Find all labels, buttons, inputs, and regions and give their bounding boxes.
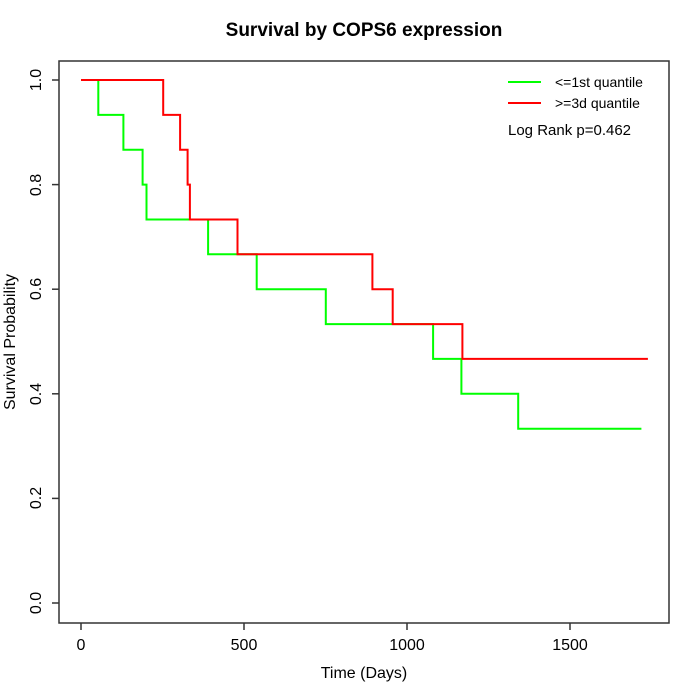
- legend-line-red: [508, 101, 541, 104]
- x-tick-label: 1000: [389, 637, 425, 654]
- x-tick-label: 0: [76, 637, 86, 654]
- legend-label: >=3d quantile: [555, 94, 640, 111]
- legend-line-green: [508, 80, 541, 83]
- y-axis-label: Survival Probability: [2, 273, 19, 411]
- legend-item-high-expression: >=3d quantile: [508, 92, 643, 113]
- y-tick-label: 0.8: [28, 173, 45, 196]
- legend-item-low-expression: <=1st quantile: [508, 71, 643, 92]
- y-tick-label: 0.0: [28, 591, 45, 615]
- x-axis-label: Time (Days): [320, 665, 408, 682]
- plot-box: [58, 60, 670, 624]
- y-tick-label: 1.0: [28, 68, 45, 92]
- y-tick-label: 0.6: [28, 278, 45, 301]
- survival-curve-green: [81, 79, 642, 430]
- logrank-pvalue: Log Rank p=0.462: [508, 122, 632, 139]
- y-tick-label: 0.2: [28, 487, 45, 510]
- survival-curve-red: [81, 79, 648, 360]
- chart-title: Survival by COPS6 expression: [225, 20, 503, 41]
- legend: <=1st quantile >=3d quantile Log Rank p=…: [508, 71, 643, 139]
- x-tick-label: 500: [230, 637, 258, 654]
- x-tick-label: 1500: [552, 637, 588, 654]
- y-tick-label: 0.4: [28, 382, 45, 405]
- legend-label: <=1st quantile: [555, 73, 643, 90]
